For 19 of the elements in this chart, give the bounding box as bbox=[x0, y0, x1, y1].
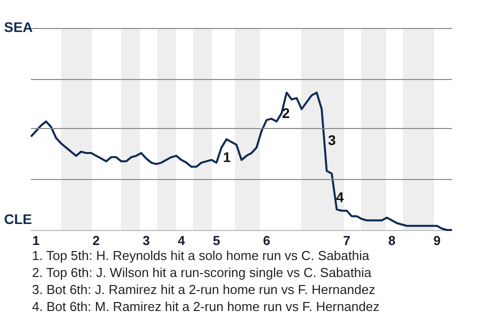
text: SEA bbox=[4, 19, 33, 35]
x-tick-label: 4 bbox=[178, 233, 186, 248]
x-tick-label: 6 bbox=[262, 233, 270, 248]
x-tick-label: 2 bbox=[92, 233, 100, 248]
text: 4. Bot 6th: M. Ramirez hit a 2-run home run vs F. Hernandez bbox=[32, 299, 380, 314]
annotation: CLE bbox=[4, 211, 32, 227]
x-tick-label: 3 bbox=[142, 233, 150, 248]
x-tick-label: 5 bbox=[212, 233, 220, 248]
x-tick-label: 1 bbox=[32, 233, 40, 248]
x-tick-label: 9 bbox=[433, 233, 441, 248]
annotation: 1 bbox=[223, 149, 231, 165]
annotation: 4 bbox=[336, 189, 344, 205]
annotation: 2 bbox=[282, 105, 290, 121]
text: 2. Top 6th: J. Wilson hit a run-scoring single vs C. Sabathia bbox=[32, 265, 372, 280]
x-tick-label: 7 bbox=[343, 233, 350, 248]
text: 3. Bot 6th: J. Ramirez hit a 2-run home run vs F. Hernandez bbox=[32, 282, 376, 297]
text: 1. Top 5th: H. Reynolds hit a solo home run vs C. Sabathia bbox=[32, 248, 370, 263]
annotation: 3 bbox=[328, 132, 336, 148]
x-tick-label: 8 bbox=[388, 233, 396, 248]
